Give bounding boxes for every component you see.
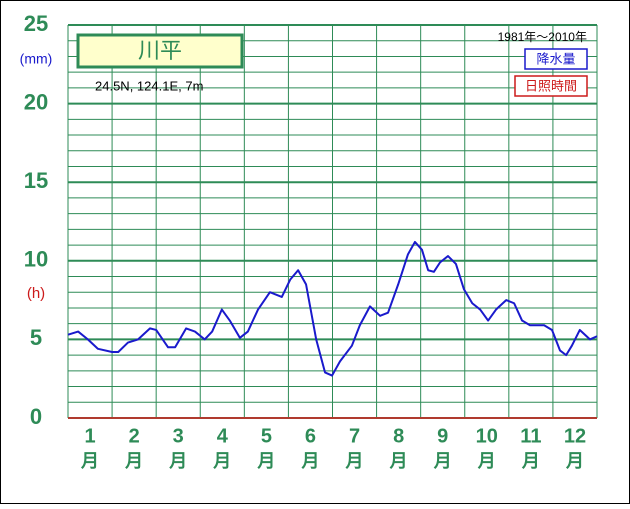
title-box: [76, 33, 244, 69]
y-tick-label: 10: [24, 247, 48, 272]
data-line: [67, 240, 598, 377]
x-tick-unit: 月: [80, 451, 99, 471]
y-tick-label: 20: [24, 89, 48, 114]
x-tick-label: 3: [173, 425, 184, 447]
legend-box: [524, 48, 588, 70]
x-tick-unit: 月: [389, 451, 408, 471]
y-tick-label: 15: [24, 168, 48, 193]
period: 1981年〜2010年: [498, 30, 587, 44]
x-tick-unit: 月: [477, 451, 496, 471]
x-tick-unit: 月: [565, 451, 584, 471]
x-tick-unit: 月: [168, 451, 187, 471]
x-tick-label: 9: [437, 425, 448, 447]
legend-label: 日照時間: [525, 78, 577, 93]
x-tick-unit: 月: [124, 451, 143, 471]
x-tick-label: 7: [349, 425, 360, 447]
x-tick-label: 5: [261, 425, 272, 447]
x-tick-label: 10: [476, 425, 498, 447]
x-tick-label: 4: [217, 425, 229, 447]
x-tick-label: 6: [305, 425, 316, 447]
x-tick-unit: 月: [433, 451, 452, 471]
legend-box: [514, 75, 588, 97]
legend-label: 降水量: [536, 51, 575, 66]
x-tick-label: 11: [520, 425, 541, 447]
x-tick-label: 2: [129, 425, 140, 447]
y-unit-left: (mm): [20, 51, 53, 67]
x-tick-unit: 月: [212, 451, 231, 471]
y-tick-label: 5: [30, 325, 42, 350]
y-tick-label: 25: [24, 11, 48, 36]
x-tick-unit: 月: [345, 451, 364, 471]
x-tick-label: 1: [84, 425, 95, 447]
x-tick-unit: 月: [300, 451, 319, 471]
grid: [67, 25, 598, 418]
x-tick-unit: 月: [521, 451, 540, 471]
x-tick-label: 8: [393, 425, 404, 447]
x-tick-unit: 月: [256, 451, 275, 471]
x-tick-label: 12: [564, 425, 586, 447]
y-unit-right: (h): [27, 285, 45, 302]
chart-title: 川平: [138, 38, 182, 63]
y-tick-label: 0: [30, 404, 42, 429]
subtitle: 24.5N, 124.1E, 7m: [95, 78, 203, 93]
